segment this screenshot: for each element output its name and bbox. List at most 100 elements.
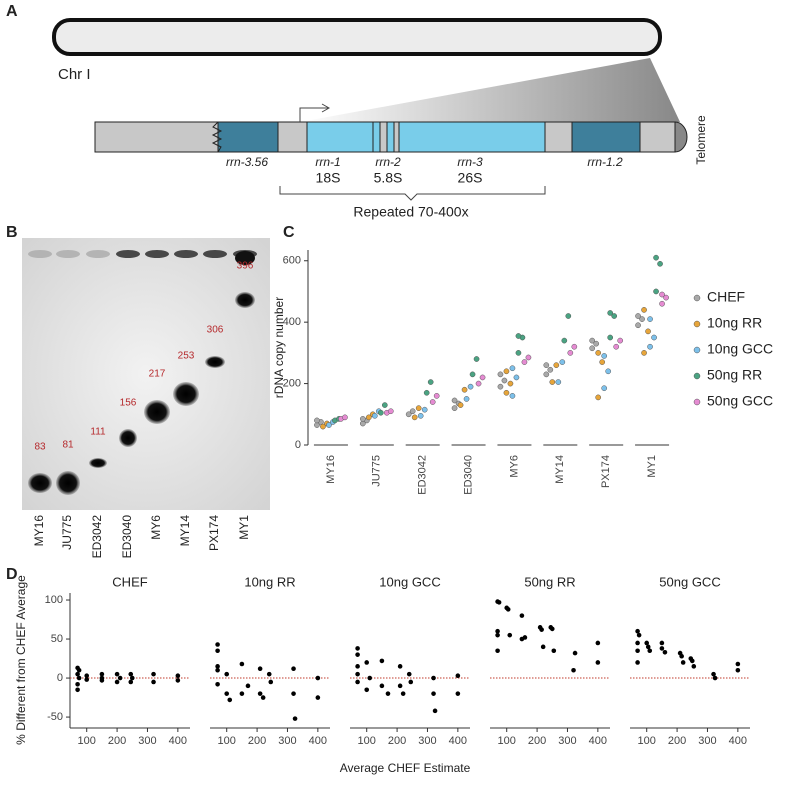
data-point [571,343,578,350]
data-point [355,664,360,669]
facet-title: 50ng RR [524,574,575,589]
facet-title: 10ng GCC [379,574,440,589]
data-point [215,664,220,669]
data-point [364,660,370,665]
data-point [521,359,528,365]
data-point [509,365,516,372]
data-point [411,414,418,421]
panel-label: C [283,224,295,241]
repeat-bracket [279,186,546,201]
gene-label: rrn-1.2 [587,155,623,169]
data-point [431,675,436,681]
data-point [99,671,105,677]
data-point [657,260,663,267]
x-tick-label: 100 [78,735,96,747]
data-point [475,380,482,387]
dna-band [205,356,225,368]
x-tick-label: MY14 [554,455,566,484]
y-tick-label: 50 [51,633,63,645]
legend-label: CHEF [707,289,745,305]
data-point [647,316,653,322]
x-tick-label: JU775 [371,455,383,487]
data-point [451,405,458,411]
data-point [605,368,612,375]
data-point [421,406,428,413]
data-point [735,667,741,673]
x-tick-label: 400 [589,735,607,747]
x-tick-label: 100 [358,735,376,747]
data-point [365,414,372,421]
data-point [268,679,274,685]
data-point [503,368,510,375]
data-point [99,678,105,683]
x-tick-label: ED3040 [462,455,474,495]
y-tick-label: 600 [283,255,301,267]
x-tick-label: 100 [218,735,236,747]
x-tick-label: ED3042 [417,455,429,495]
chromosome-label: Chr I [58,66,91,83]
data-point [75,682,80,687]
data-point [423,389,430,396]
band-size-label: 111 [90,427,106,438]
data-point [565,313,572,319]
y-tick-label: 200 [283,377,301,389]
repeat-label: Repeated 70-400x [353,204,468,220]
data-point [641,307,647,313]
data-point [617,337,624,344]
data-point [689,658,695,664]
facet-title: CHEF [112,574,147,589]
x-tick-label: 300 [418,735,436,747]
band-size-label: 156 [120,398,137,409]
data-point [595,394,602,401]
gene-label: rrn-1 [315,155,340,169]
y-tick-label: 0 [57,672,63,684]
panel-label: B [6,224,18,241]
data-point [551,648,557,654]
data-point [260,695,266,700]
data-point [227,697,233,703]
data-point [371,412,378,419]
data-point [549,379,556,385]
x-tick-label: 200 [388,735,406,747]
data-point [151,679,156,685]
data-point [497,383,504,390]
dna-band [235,251,255,265]
dna-band [235,292,255,308]
x-tick-label: 200 [528,735,546,747]
lane-label: MY6 [149,515,163,540]
x-tick-label: 300 [698,735,716,747]
data-point [525,354,532,361]
gel-bands [28,250,257,495]
data-point [659,291,665,298]
well-band [145,250,169,258]
well-band [203,250,227,258]
band-size-label: 253 [178,351,195,362]
data-point [84,677,90,682]
data-point [571,667,576,673]
data-point [507,380,514,387]
x-tick-label: 100 [638,735,656,747]
data-point [522,635,528,640]
data-point [553,362,560,369]
data-point [431,691,436,696]
lane-label: MY16 [32,515,46,547]
gene-label: rrn-3.56 [226,155,268,169]
data-point [611,313,618,319]
tss-arrow [299,107,328,122]
data-point [128,671,134,677]
data-point [497,371,504,378]
lane-label: MY1 [237,515,251,540]
zoom-wedge [300,58,680,122]
x-tick-label: 400 [729,735,747,747]
data-point [239,661,245,667]
data-point [457,402,464,408]
data-point [495,648,500,654]
data-point [257,666,263,671]
facet-title: 10ng RR [244,574,295,589]
lane-label: PX174 [207,515,221,551]
telomere-label: Telomere [694,115,708,165]
data-point [215,648,220,654]
data-point [547,366,554,373]
x-axis-title: Average CHEF Estimate [340,761,471,775]
